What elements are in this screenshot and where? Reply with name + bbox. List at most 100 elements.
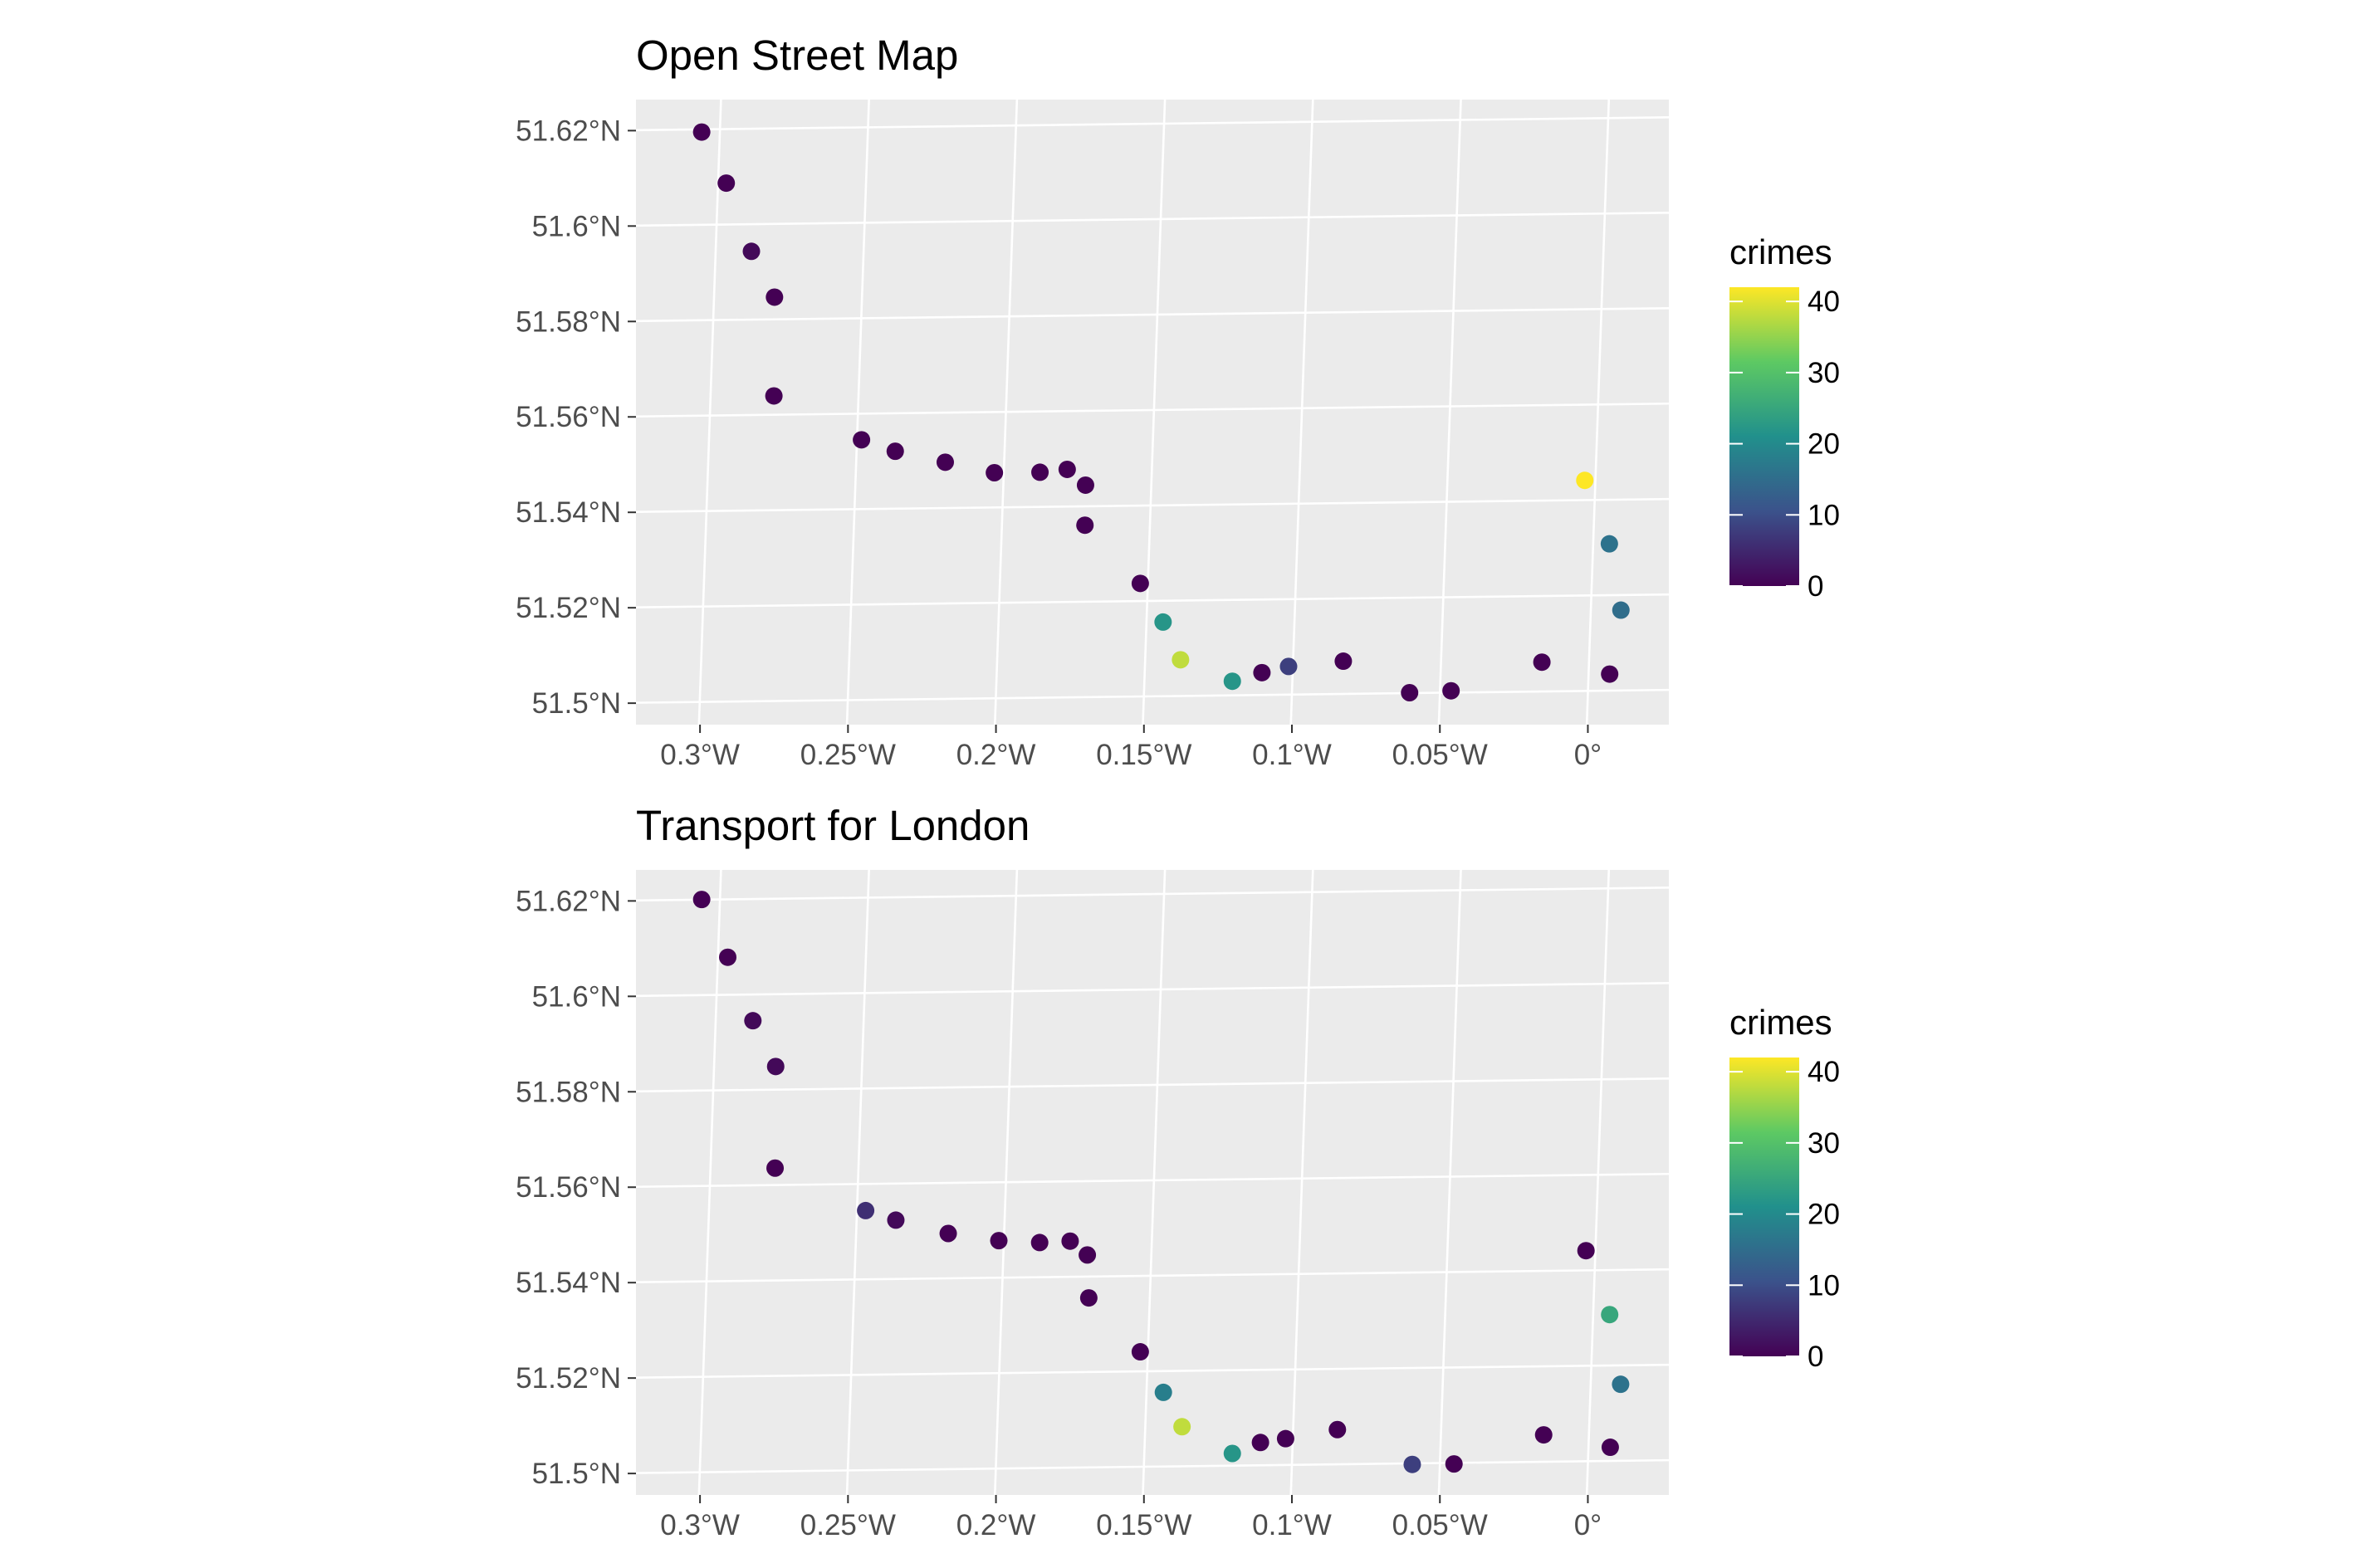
station-point	[1442, 681, 1460, 700]
graticule-lines	[636, 100, 1669, 725]
station-points	[692, 123, 1630, 701]
x-axis: 0.3°W 0.25°W 0.2°W 0.15°W 0.1°W 0.05°W 0°	[660, 1495, 1602, 1541]
graticule-latitude-line	[636, 1172, 1669, 1189]
y-tick-label: 51.52°N	[516, 1362, 621, 1395]
graticule-latitude-line	[636, 116, 1669, 132]
graticule-longitude-line	[1142, 100, 1167, 725]
station-point	[1401, 683, 1419, 701]
y-tick-label: 51.54°N	[516, 496, 621, 529]
station-point	[1279, 657, 1298, 676]
graticule-latitude-line	[636, 1077, 1669, 1093]
graticule-latitude-line	[636, 306, 1669, 323]
x-tick-label: 0.2°W	[956, 739, 1036, 771]
station-point	[718, 948, 736, 966]
x-tick-label: 0.1°W	[1252, 1509, 1332, 1541]
x-tick-label: 0.25°W	[800, 739, 896, 771]
station-point	[936, 453, 954, 471]
station-point	[886, 442, 904, 461]
station-point	[1131, 1343, 1149, 1361]
graticule-longitude-line	[1437, 870, 1462, 1495]
colorbar-tick-label: 0	[1808, 570, 1823, 603]
graticule-longitude-line	[1585, 870, 1611, 1495]
y-tick-label: 51.52°N	[516, 592, 621, 624]
crimes-legend: crimes 0 10 20 30 40	[1729, 1003, 1840, 1373]
station-point	[1251, 1434, 1269, 1452]
station-point	[1154, 613, 1172, 631]
station-point	[1334, 652, 1353, 671]
station-point	[1076, 476, 1094, 494]
station-point	[1058, 460, 1076, 478]
colorbar-tick-label: 0	[1808, 1341, 1823, 1373]
y-axis: 51.62°N 51.6°N 51.58°N 51.56°N 51.54°N 51.52°…	[516, 115, 636, 720]
x-tick-label: 0.3°W	[660, 739, 740, 771]
station-point	[692, 123, 711, 141]
station-point	[990, 1232, 1008, 1250]
station-point	[1076, 516, 1094, 535]
y-tick-label: 51.56°N	[516, 1171, 621, 1204]
y-tick-label: 51.62°N	[516, 885, 621, 917]
station-point	[1131, 574, 1149, 593]
station-point	[692, 891, 711, 909]
station-point	[766, 288, 784, 306]
graticule-latitude-line	[636, 1268, 1669, 1284]
colorbar-tick-label: 20	[1808, 428, 1840, 461]
station-point	[1533, 653, 1551, 672]
x-tick-label: 0.1°W	[1252, 739, 1332, 771]
y-tick-label: 51.6°N	[532, 210, 621, 242]
y-tick-label: 51.5°N	[532, 1458, 621, 1490]
graticule-longitude-line	[1142, 870, 1167, 1495]
station-point	[939, 1224, 957, 1243]
y-tick-label: 51.6°N	[532, 980, 621, 1013]
panel-open-street-map: Open Street Map 0.3°W 0.25°W 0.2°W 0.15°W 0.…	[516, 32, 1840, 771]
colorbar-tick-label: 40	[1808, 1056, 1840, 1088]
legend-title: crimes	[1729, 232, 1832, 271]
x-tick-label: 0.3°W	[660, 1509, 740, 1541]
station-point	[1612, 1375, 1630, 1394]
graticule-longitude-line	[1289, 870, 1314, 1495]
x-tick-label: 0°	[1574, 1509, 1602, 1541]
x-tick-label: 0.2°W	[956, 1509, 1036, 1541]
colorbar-ticks: 0 10 20 30 40	[1729, 1056, 1840, 1373]
x-tick-label: 0°	[1574, 739, 1602, 771]
legend-title: crimes	[1729, 1003, 1832, 1042]
graticule-longitude-line	[845, 100, 870, 725]
panel-title: Open Street Map	[636, 32, 958, 79]
station-point	[1031, 463, 1049, 481]
x-tick-label: 0.15°W	[1096, 1509, 1191, 1541]
x-tick-label: 0.05°W	[1392, 1509, 1488, 1541]
colorbar-tick-label: 20	[1808, 1199, 1840, 1231]
graticule-longitude-line	[1437, 100, 1462, 725]
y-axis: 51.62°N 51.6°N 51.58°N 51.56°N 51.54°N 51.52°…	[516, 885, 636, 1490]
colorbar-tick-label: 40	[1808, 286, 1840, 318]
graticule-longitude-line	[845, 870, 870, 1495]
graticule-latitude-line	[636, 593, 1669, 608]
panel-title: Transport for London	[636, 802, 1030, 849]
station-point	[1577, 1242, 1595, 1260]
station-point	[766, 1058, 785, 1076]
station-point	[1276, 1429, 1294, 1448]
station-point	[1173, 1418, 1191, 1436]
station-point	[765, 387, 783, 405]
station-point	[1172, 651, 1190, 669]
colorbar-tick-label: 10	[1808, 499, 1840, 531]
station-point	[1079, 1289, 1098, 1307]
station-point	[986, 464, 1004, 482]
graticule-latitude-line	[636, 402, 1669, 418]
graticule-latitude-line	[636, 497, 1669, 514]
station-point	[1328, 1420, 1347, 1439]
station-point	[1079, 1246, 1097, 1264]
station-points	[692, 891, 1630, 1473]
station-point	[717, 174, 736, 193]
station-point	[1534, 1426, 1553, 1444]
station-point	[853, 431, 871, 449]
station-point	[1030, 1233, 1049, 1252]
y-tick-label: 51.56°N	[516, 401, 621, 433]
y-tick-label: 51.62°N	[516, 115, 621, 147]
station-point	[1601, 1306, 1619, 1324]
station-point	[742, 242, 761, 261]
station-point	[766, 1159, 785, 1177]
crimes-legend: crimes 0 10 20 30 40	[1729, 232, 1840, 603]
plot-background	[636, 100, 1669, 725]
colorbar	[1729, 1058, 1799, 1356]
